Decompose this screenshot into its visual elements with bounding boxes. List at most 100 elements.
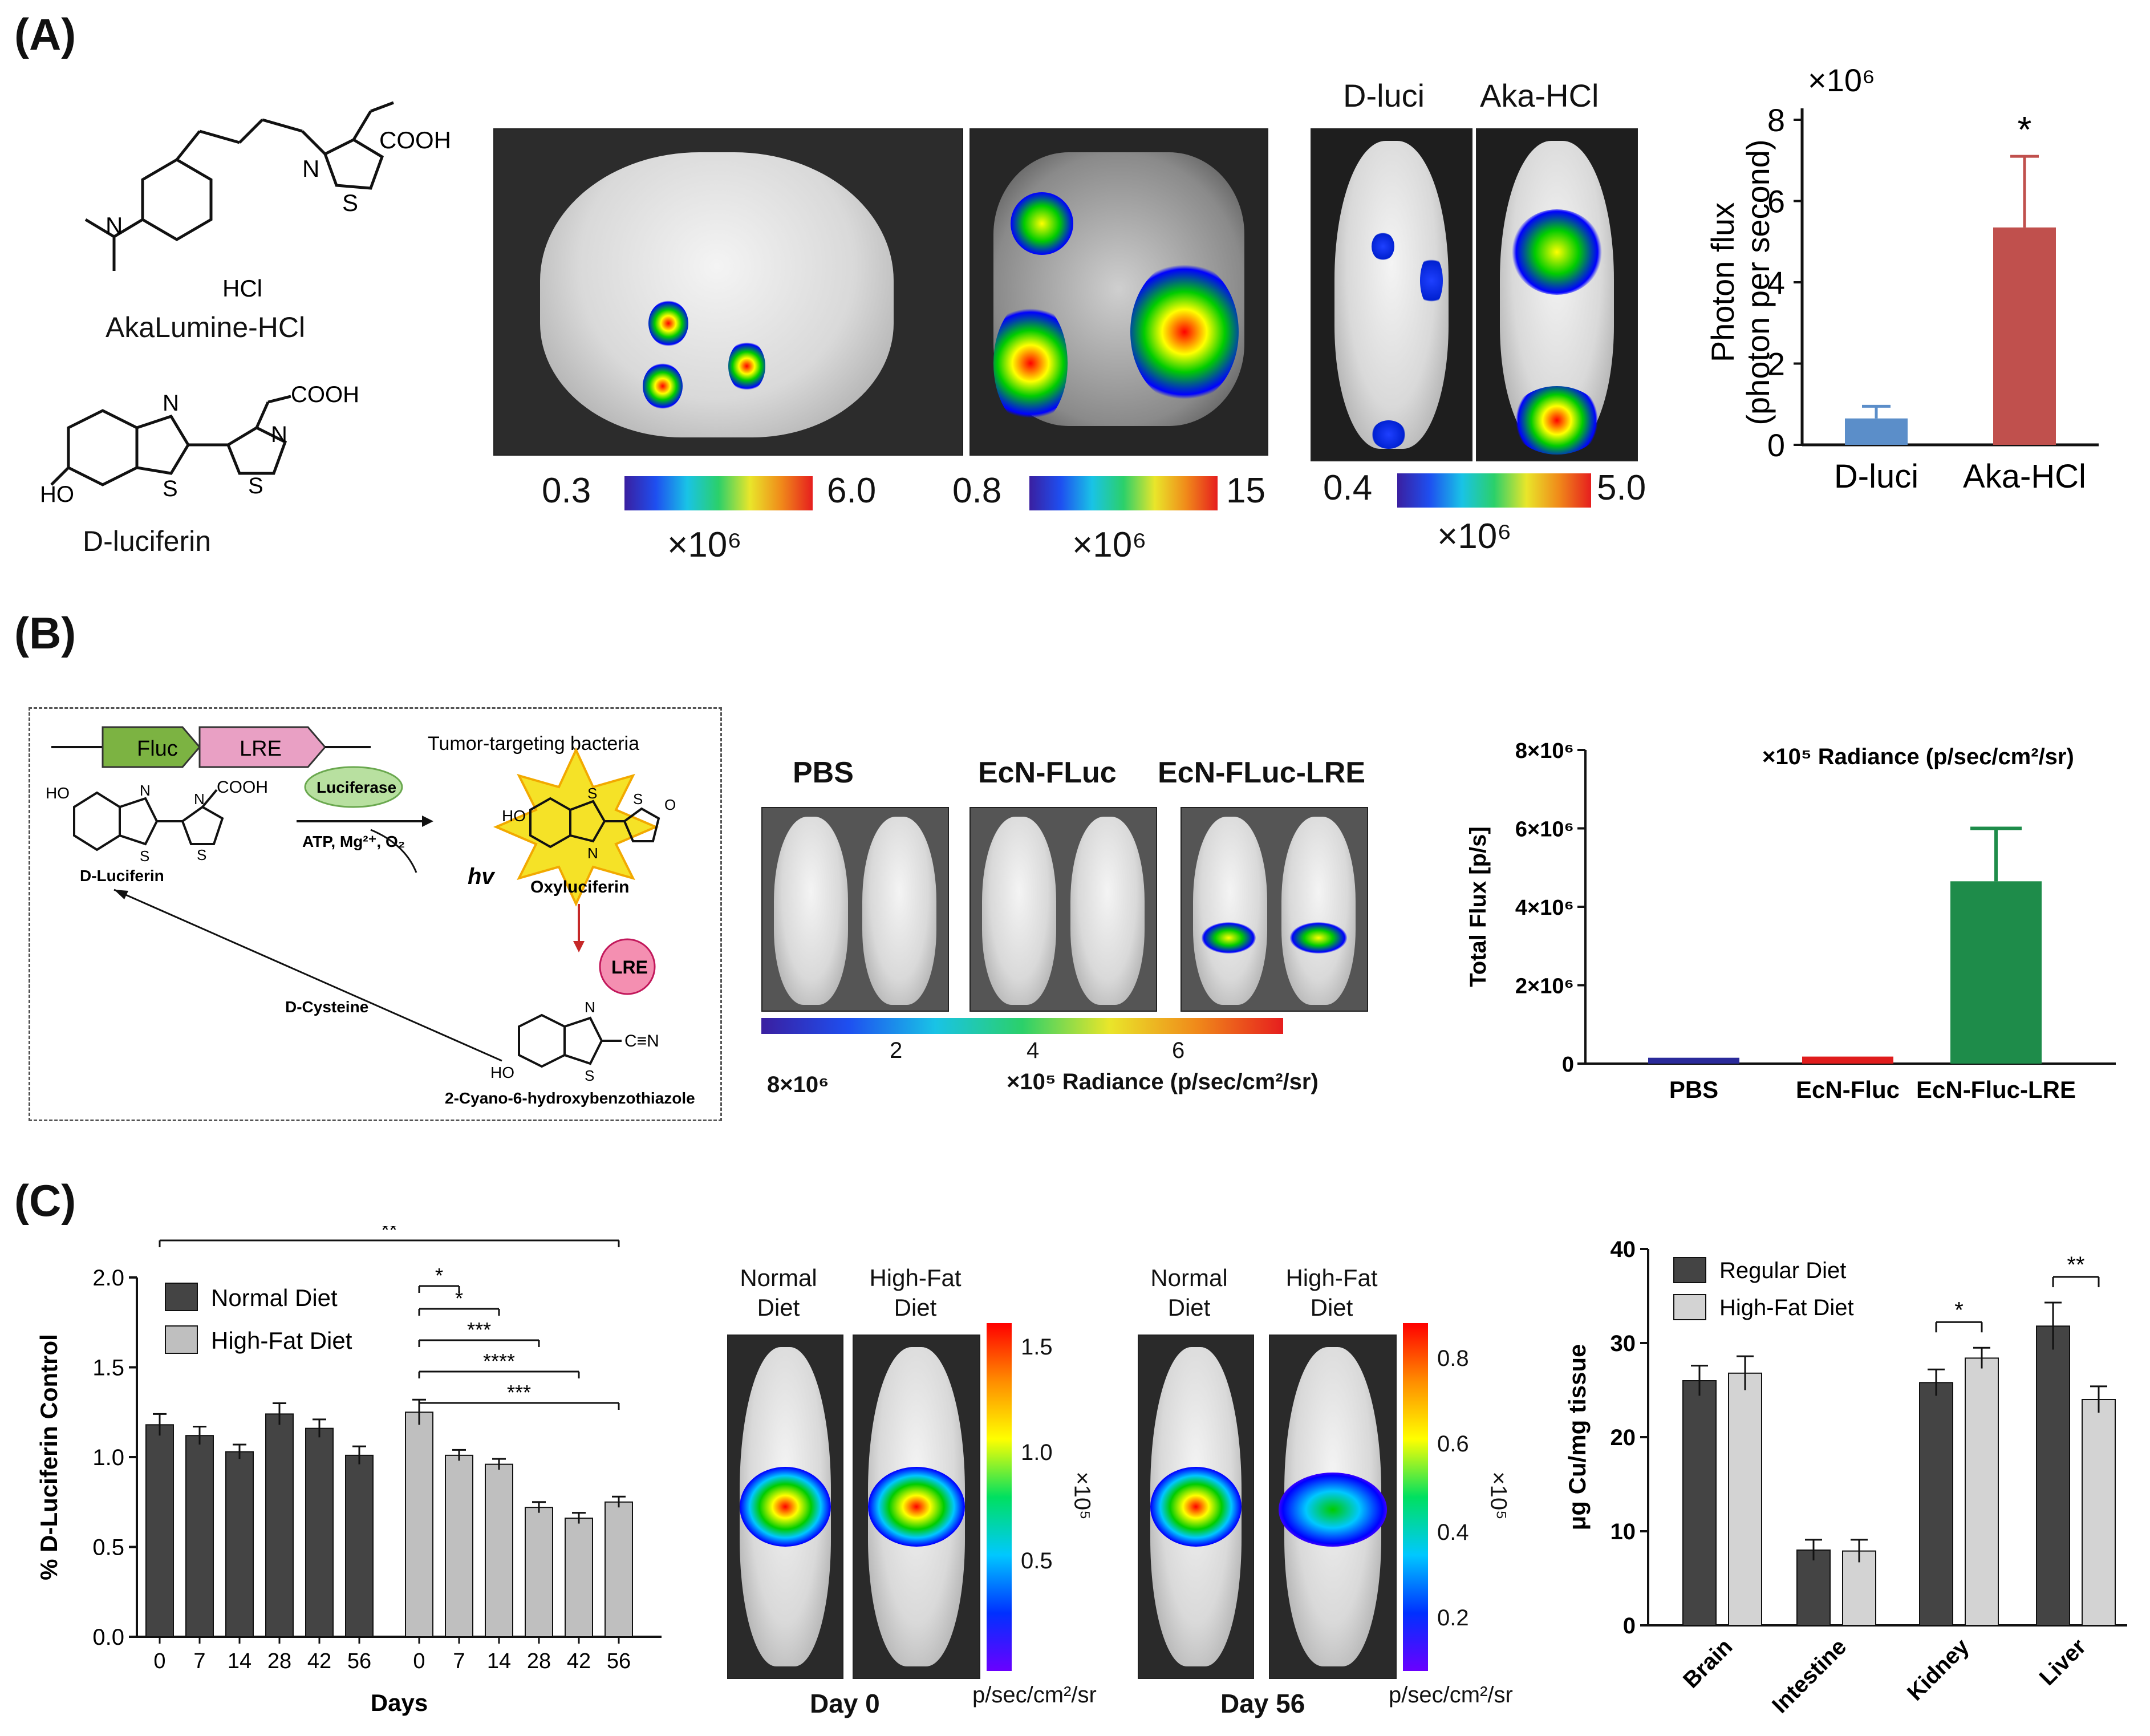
dluc-cooh: COOH (217, 778, 268, 797)
legend-swatch (165, 1325, 198, 1354)
legend-label: Regular Diet (1719, 1258, 1846, 1283)
vscale-day0-tick-1: 1.0 (1021, 1440, 1053, 1465)
legend-swatch (1673, 1294, 1706, 1320)
bar-High-Fat Diet-7 (445, 1454, 473, 1637)
y-tick-label: 4 (1767, 265, 1785, 301)
y-tick-label: 0 (1562, 1053, 1574, 1077)
y-tick-label: 20 (1611, 1425, 1636, 1450)
x-tick-label: EcN-Fluc-LRE (1916, 1076, 2076, 1103)
y-tick-label: 0.0 (92, 1625, 124, 1650)
y-tick-label: 0 (1623, 1613, 1636, 1638)
y-axis-label: Photon flux(photon per second) (1705, 139, 1776, 425)
group-label-ecn-fluc: EcN-FLuc (978, 756, 1117, 789)
oxy-o: O (664, 796, 676, 813)
x-tick-label: Aka-HCl (1963, 458, 2086, 495)
group-label-ecn-fluc-lre: EcN-FLuc-LRE (1158, 756, 1365, 789)
y-tick-label: 30 (1611, 1331, 1636, 1356)
akalumine-n-text: N (302, 155, 319, 182)
significance-marker: ** (381, 1226, 397, 1242)
radiance-scale-unit: ×10⁵ Radiance (p/sec/cm²/sr) (1007, 1069, 1319, 1094)
dluciferin-n1-text: N (163, 391, 179, 416)
vscale-day56 (1403, 1323, 1428, 1671)
dluciferin-cooh-text: COOH (291, 382, 359, 407)
x-tick-label: 28 (267, 1649, 291, 1673)
x-tick-label: 42 (567, 1649, 591, 1673)
dluc-n2: N (194, 790, 205, 808)
dluciferin-label: D-luciferin (83, 525, 212, 557)
x-tick-label: 56 (347, 1649, 371, 1673)
akalumine-label: AkaLumine-HCl (106, 311, 306, 343)
bar-High-Fat Diet-Intestine (1842, 1550, 1876, 1627)
bar-Regular Diet-Brain (1682, 1380, 1717, 1626)
radiance-scale-b (761, 1018, 1283, 1034)
x-tick-label: 14 (228, 1649, 251, 1673)
oxy-s2: S (633, 790, 643, 808)
mouse-c-label-highfat-1: High-Fat Diet (869, 1264, 962, 1321)
y-tick-label: 40 (1611, 1237, 1636, 1262)
vscale-day0 (987, 1323, 1012, 1671)
bar-D-luci (1845, 418, 1908, 445)
dcys-label: D-Cysteine (285, 998, 368, 1016)
organs-image (969, 128, 1268, 456)
mouse-image-day0-highfat (853, 1335, 980, 1679)
radiance-tick-2: 2 (890, 1038, 903, 1063)
significance-marker: * (435, 1264, 443, 1287)
chart-title: ×10⁵ Radiance (p/sec/cm²/sr) (1762, 744, 2074, 769)
bar-Normal Diet-0 (145, 1424, 174, 1637)
mechanism-diagram: Fluc LRE Tumor-targeting bacteria COOH H… (46, 726, 695, 1107)
legend-label: High-Fat Diet (211, 1327, 352, 1354)
bar-High-Fat Diet-Liver (2082, 1399, 2116, 1626)
legend-label: Normal Diet (211, 1284, 338, 1311)
mouse-label-akahcl: Aka-HCl (1480, 78, 1599, 113)
significance-marker: * (455, 1287, 463, 1310)
x-tick-label: EcN-Fluc (1796, 1076, 1900, 1103)
bar-PBS (1648, 1057, 1739, 1064)
x-tick-label: 7 (453, 1649, 465, 1673)
scale2-unit: ×10⁶ (1072, 525, 1147, 565)
y-tick-label: 8 (1767, 102, 1785, 138)
bar-EcN-Fluc (1802, 1056, 1893, 1064)
bar-Regular Diet-Liver (2036, 1325, 2070, 1627)
x-tick-label: 42 (307, 1649, 331, 1673)
group-label-pbs: PBS (793, 756, 854, 789)
scale3-min: 0.4 (1323, 468, 1373, 508)
y-tick-label: 2 (1767, 346, 1785, 382)
panel-label-b: (B) (14, 608, 76, 658)
y-tick-label: 8×10⁶ (1515, 739, 1574, 763)
x-tick-label: 28 (527, 1649, 551, 1673)
bar-High-Fat Diet-42 (565, 1518, 593, 1637)
y-axis-label: % D-Luciferin Control (35, 1334, 62, 1580)
scale1-unit: ×10⁶ (667, 525, 742, 565)
vscale-day0-tick-2: 0.5 (1021, 1548, 1053, 1573)
x-tick-label: 56 (607, 1649, 631, 1673)
akalumine-cooh-text: COOH (379, 127, 451, 153)
chart-photon-flux: 0 2 4 6 8 ×10⁶ Photon flux(photon per second) D… (1705, 62, 2099, 495)
mouse-image-day56-normal (1138, 1335, 1254, 1679)
vscale-day56-exp: ×10⁵ (1486, 1471, 1511, 1520)
significance-marker: * (1954, 1297, 1964, 1323)
bar-EcN-Fluc-LRE (1950, 881, 2042, 1064)
mice-image-pbs (761, 807, 949, 1012)
x-axis-label: Days (371, 1689, 428, 1716)
y-axis-label: μg Cu/mg tissue (1564, 1344, 1591, 1531)
dluciferin-n2-text: N (271, 422, 287, 447)
bar-Regular Diet-Intestine (1796, 1550, 1831, 1626)
oxy-ho: HO (502, 807, 526, 825)
dluc-n1: N (140, 782, 151, 799)
vscale-day56-tick-1: 0.6 (1437, 1431, 1469, 1457)
akalumine-structure: COOH N S N HCl (84, 101, 451, 302)
bacteria-text: Tumor-targeting bacteria (428, 733, 639, 755)
dluc-s2: S (197, 846, 206, 863)
dluciferin-s1-text: S (163, 476, 178, 501)
significance-marker: * (2018, 109, 2032, 150)
y-multiplier: ×10⁶ (1808, 62, 1875, 98)
x-tick-label: Liver (2035, 1634, 2091, 1690)
x-tick-label: Kidney (1902, 1634, 1974, 1706)
vscale-day56-tick-0: 0.8 (1437, 1346, 1469, 1371)
scale2-min: 0.8 (952, 471, 1002, 510)
bar-High-Fat Diet-Brain (1728, 1372, 1762, 1626)
vscale-day0-exp: ×10⁵ (1069, 1471, 1095, 1520)
x-tick-label: 0 (413, 1649, 425, 1673)
scale3-bar (1397, 473, 1591, 508)
mouse-image-akahcl (1476, 128, 1638, 461)
